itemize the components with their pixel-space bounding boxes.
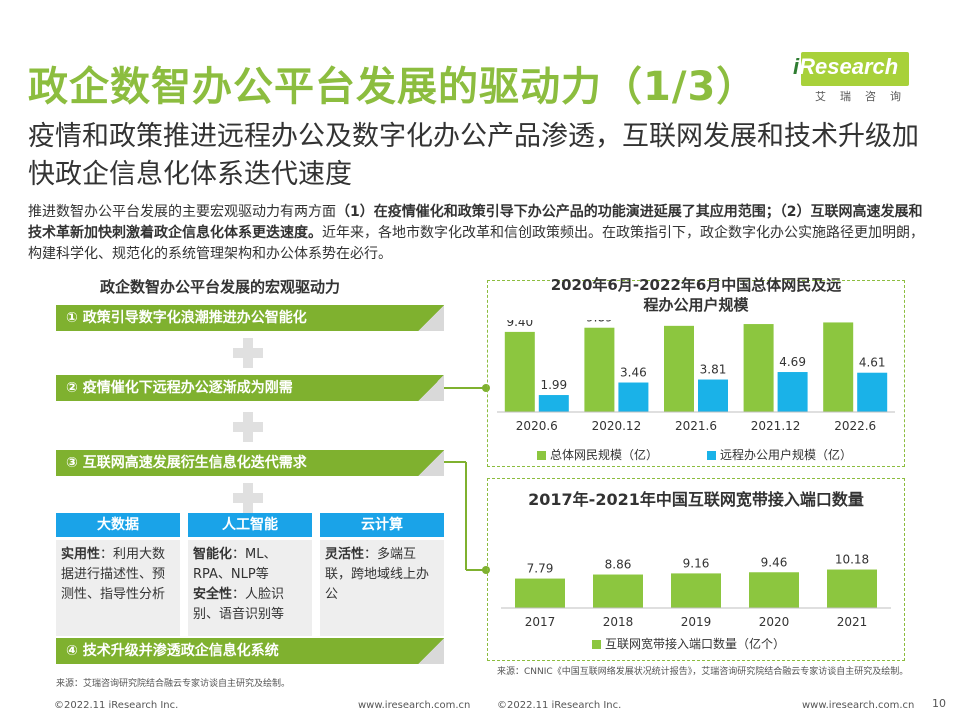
driver-corner <box>418 375 444 401</box>
x-tick-label: 2022.6 <box>834 419 876 433</box>
left-source-note: 来源：艾瑞咨询研究院结合融云专家访谈自主研究及绘制。 <box>56 679 291 689</box>
data-label: 10.18 <box>835 553 869 567</box>
data-label: 3.81 <box>700 363 727 377</box>
logo-wordmark: iResearch <box>793 54 899 79</box>
right-source-note: 来源：CNNIC《中国互联网络发展状况统计报告》，艾瑞咨询研究院结合融云专家访谈… <box>497 667 909 677</box>
bar-primary <box>823 322 854 412</box>
page-subtitle: 疫情和政策推进远程办公及数字化办公产品渗透，互联网发展和技术升级加快政企信息化体… <box>28 121 919 190</box>
tech-description: 智能化：ML、RPA、NLP等 安全性：人脸识别、语音识别等 <box>188 540 312 636</box>
chart-frame-broadband <box>487 478 905 661</box>
tech-header: 云计算 <box>320 513 444 537</box>
data-label: 1.99 <box>540 378 567 392</box>
data-label: 3.46 <box>620 366 647 380</box>
driver-corner <box>418 450 444 476</box>
bar-primary <box>584 327 615 412</box>
data-label: 4.61 <box>859 356 886 370</box>
connector-lines <box>444 387 484 571</box>
connector-dot <box>482 384 490 392</box>
data-label: 9.46 <box>761 555 788 569</box>
bar-primary <box>749 572 799 608</box>
legend-swatch <box>592 640 601 649</box>
footer-url-left[interactable]: www.iresearch.com.cn <box>358 700 471 711</box>
footer-copyright-left: ©2022.11 iResearch Inc. <box>54 700 179 711</box>
driver-label: ④ 技术升级并渗透政企信息化系统 <box>66 643 279 659</box>
driver-pandemic: ② 疫情催化下远程办公逐渐成为刚需 <box>56 375 444 401</box>
connector-dot <box>482 566 490 574</box>
x-tick-label: 2017 <box>525 615 556 629</box>
data-label: 9.16 <box>683 556 710 570</box>
bar-primary <box>671 573 721 608</box>
driver-corner <box>418 638 444 664</box>
x-tick-label: 2020 <box>759 615 790 629</box>
tech-description: 实用性：利用大数据进行描述性、预测性、指导性分析 <box>56 540 180 636</box>
footer-url-right[interactable]: www.iresearch.com.cn <box>802 700 915 711</box>
plus-icon <box>233 338 263 368</box>
tech-header: 大数据 <box>56 513 180 537</box>
driver-policy: ① 政策引导数字化浪潮推进办公智能化 <box>56 305 444 331</box>
x-tick-label: 2018 <box>603 615 634 629</box>
data-label: 4.69 <box>779 355 806 369</box>
chart-broadband: 7.79 2017 8.86 2018 9.16 2019 9.46 2020 10.18 202… <box>501 553 891 651</box>
chart-title-users: 2020年6月-2022年6月中国总体网民及远程办公用户规模 <box>550 276 842 314</box>
data-label: 9.89 <box>586 320 613 325</box>
bar-primary <box>504 331 535 412</box>
driver-label: ③ 互联网高速发展衍生信息化迭代需求 <box>66 455 307 471</box>
bar-primary <box>827 569 877 608</box>
legend-label: 远程办公用户规模（亿） <box>720 447 852 462</box>
driver-label: ① 政策引导数字化浪潮推进办公智能化 <box>66 310 307 326</box>
tech-column-ai: 人工智能 智能化：ML、RPA、NLP等 安全性：人脸识别、语音识别等 <box>188 513 312 636</box>
logo-subtitle: 艾瑞咨询 <box>815 90 915 103</box>
bar-secondary <box>698 379 728 412</box>
chart-users: 9.40 1.99 2020.6 9.89 3.46 2020.12 10.11 3.81 20… <box>497 320 895 462</box>
page-number: 10 <box>932 697 946 710</box>
bar-secondary <box>618 382 649 412</box>
legend-label: 总体网民规模（亿） <box>550 447 658 462</box>
driver-internet: ③ 互联网高速发展衍生信息化迭代需求 <box>56 450 444 476</box>
bar-secondary <box>857 372 888 412</box>
page-title: 政企数智办公平台发展的驱动力（1/3） <box>28 64 758 110</box>
x-tick-label: 2021.6 <box>675 419 717 433</box>
legend-label: 互联网宽带接入端口数量（亿个） <box>605 636 785 651</box>
tech-column-cloud: 云计算 灵活性：多端互联，跨地域线上办公 <box>320 513 444 636</box>
driver-label: ② 疫情催化下远程办公逐渐成为刚需 <box>66 380 293 396</box>
x-tick-label: 2019 <box>681 615 712 629</box>
x-tick-label: 2020.12 <box>592 419 642 433</box>
data-label: 10.32 <box>741 320 775 321</box>
tech-column-big-data: 大数据 实用性：利用大数据进行描述性、预测性、指导性分析 <box>56 513 180 636</box>
data-label: 7.79 <box>527 562 554 576</box>
plus-icon <box>233 483 263 513</box>
technology-box: 大数据 实用性：利用大数据进行描述性、预测性、指导性分析 人工智能 智能化：ML… <box>56 513 444 636</box>
bar-primary <box>593 574 643 608</box>
tech-header: 人工智能 <box>188 513 312 537</box>
x-tick-label: 2021 <box>837 615 868 629</box>
logo-background <box>801 52 909 86</box>
x-tick-label: 2020.6 <box>516 419 558 433</box>
bar-secondary <box>538 395 569 412</box>
x-tick-label: 2021.12 <box>751 419 801 433</box>
data-label: 9.40 <box>506 320 533 329</box>
legend-swatch <box>707 451 716 460</box>
chart-frame-users <box>487 280 905 467</box>
driver-corner <box>418 305 444 331</box>
footer-copyright-right: ©2022.11 iResearch Inc. <box>497 700 622 711</box>
iresearch-logo: iResearch 艾瑞咨询 <box>793 52 911 110</box>
legend-swatch <box>537 451 546 460</box>
driver-technology: ④ 技术升级并渗透政企信息化系统 <box>56 638 444 664</box>
bar-primary <box>743 324 774 412</box>
bar-primary <box>515 578 565 608</box>
plus-icon <box>233 412 263 442</box>
chart-title-broadband: 2017年-2021年中国互联网宽带接入端口数量 <box>528 490 864 509</box>
data-label: 10.11 <box>662 320 696 323</box>
bar-primary <box>664 325 694 412</box>
left-section-title: 政企数智办公平台发展的宏观驱动力 <box>100 278 341 296</box>
intro-paragraph: 推进数智办公平台发展的主要宏观驱动力有两方面（1）在疫情催化和政策引导下办公产品… <box>28 204 924 262</box>
tech-description: 灵活性：多端互联，跨地域线上办公 <box>320 540 444 636</box>
data-label: 8.86 <box>605 558 632 572</box>
bar-secondary <box>777 372 808 412</box>
